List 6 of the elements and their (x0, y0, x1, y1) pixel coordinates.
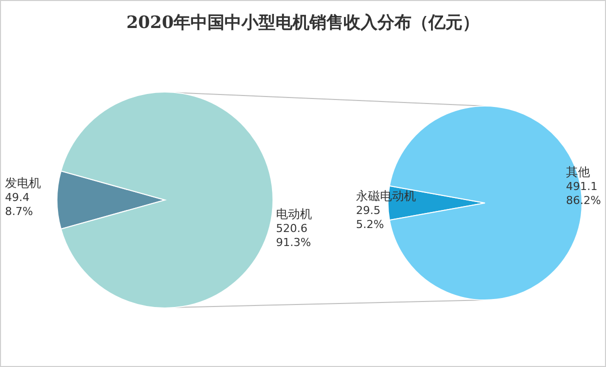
chart-title: 2020年中国中小型电机销售收入分布（亿元） (126, 13, 480, 33)
slice-label: 发电机 (5, 176, 41, 190)
data-label: 29.5 5.2% (356, 204, 384, 231)
data-label: 520.6 91.3% (276, 222, 311, 249)
slice-label: 电动机 (276, 207, 312, 221)
data-label: 49.4 8.7% (5, 191, 33, 218)
